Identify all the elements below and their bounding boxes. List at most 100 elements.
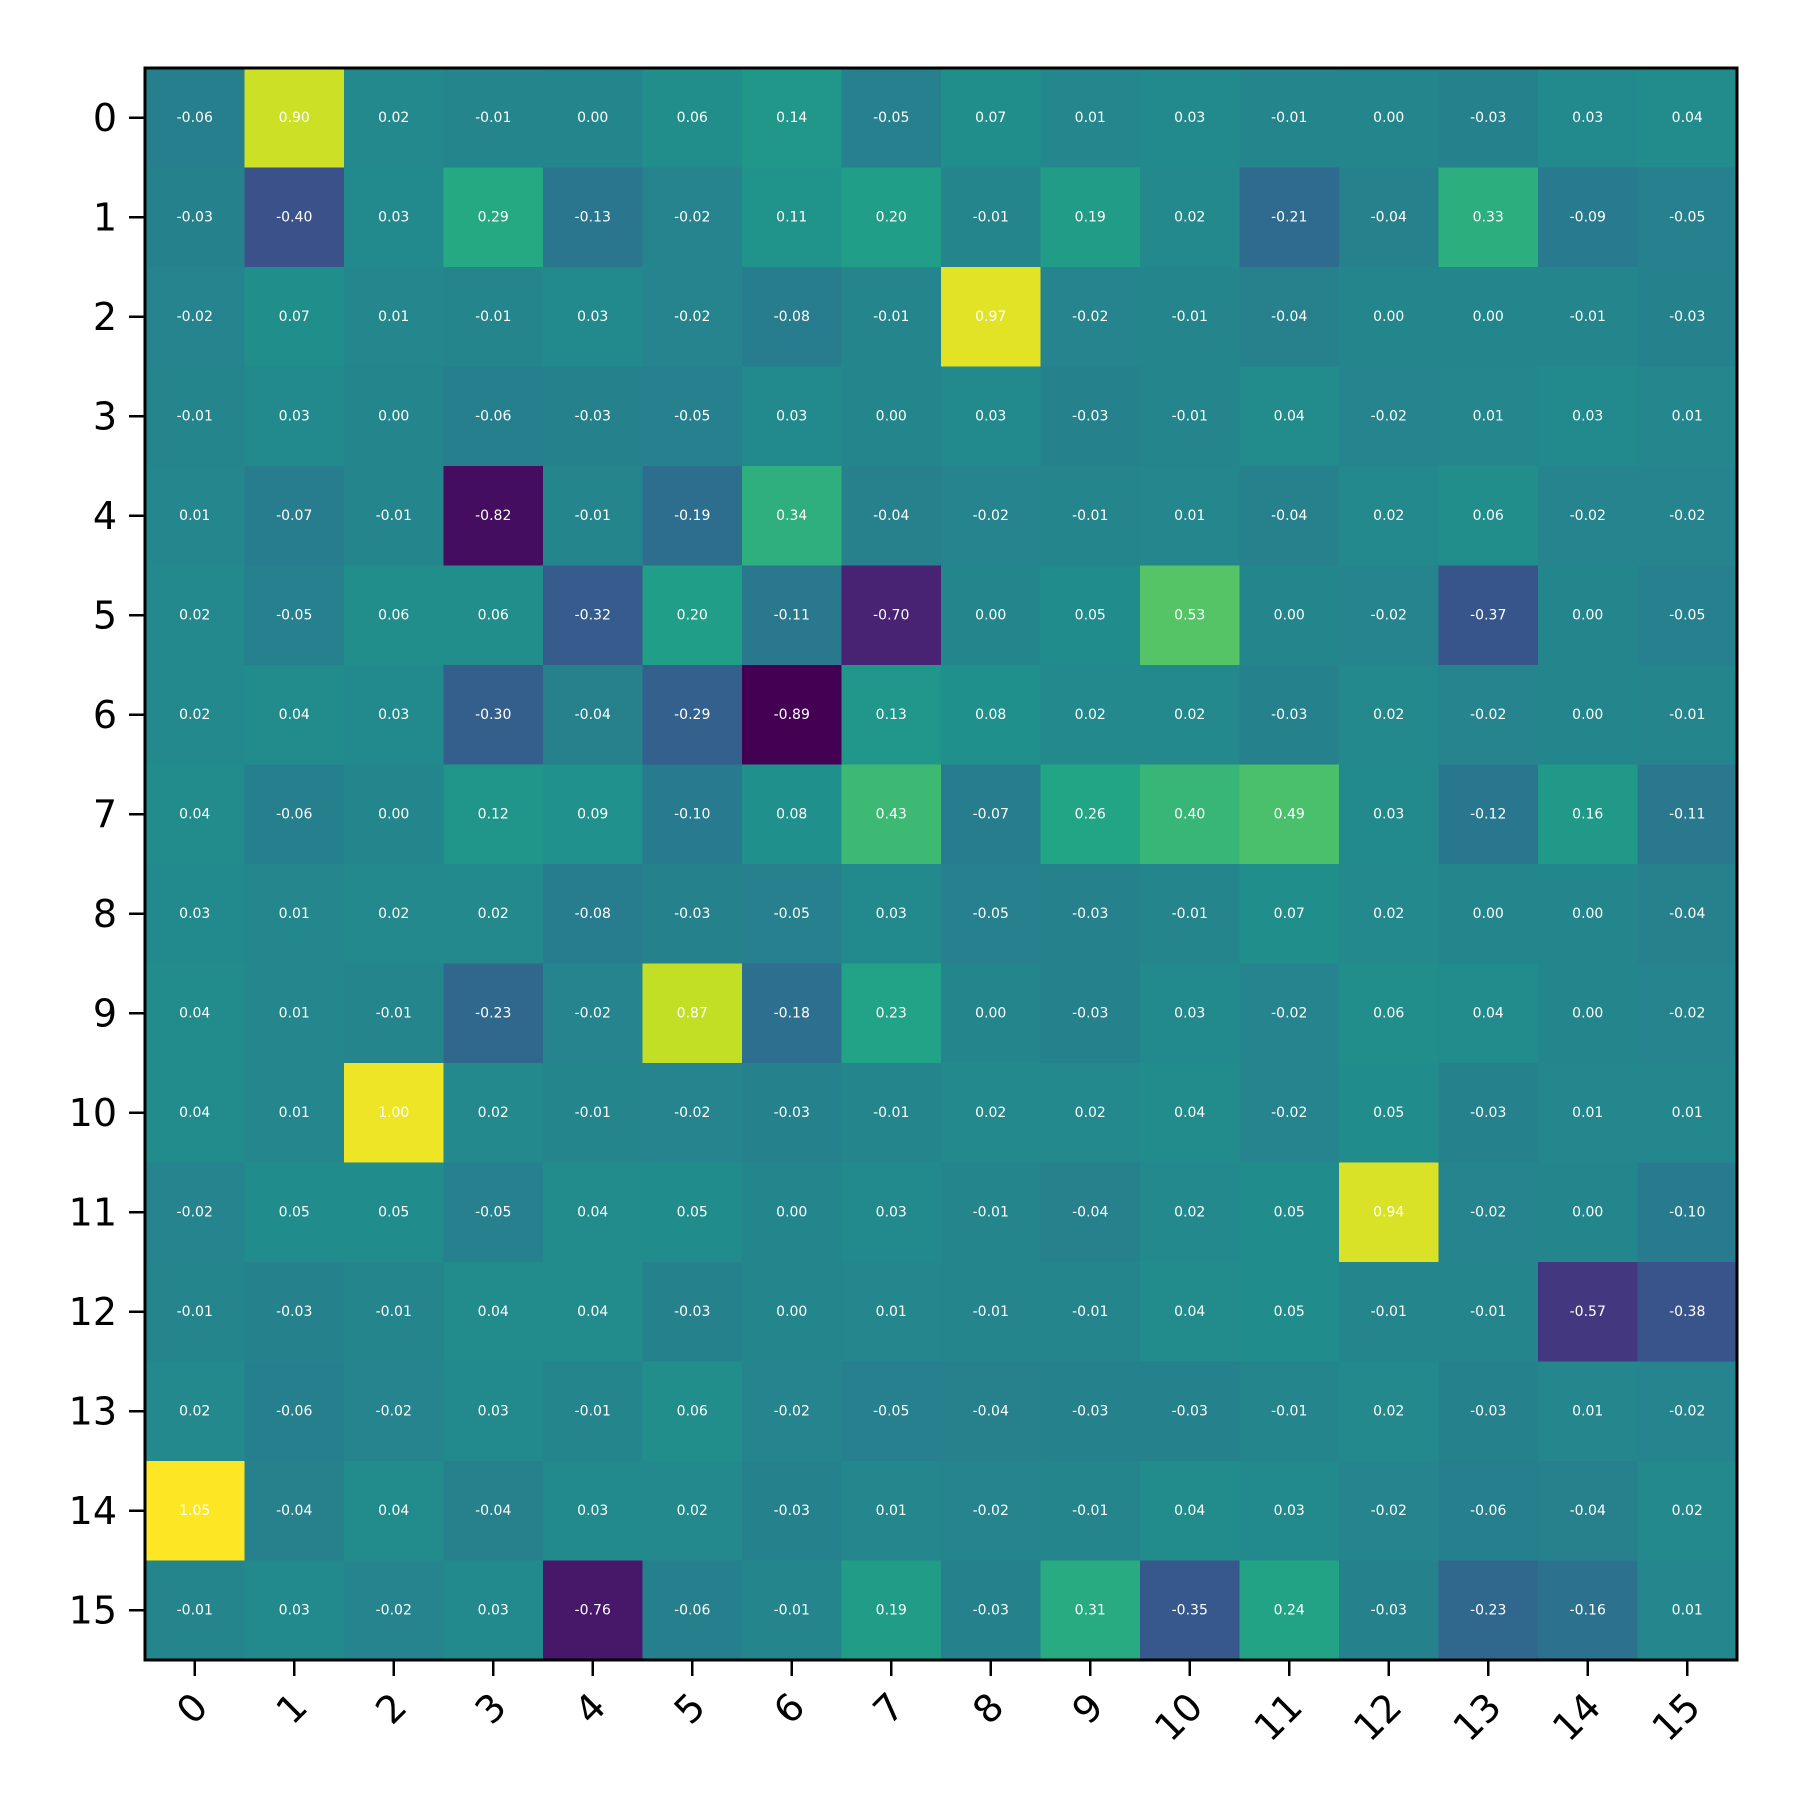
cell-value-label: -0.02 (1271, 1105, 1307, 1121)
heatmap-cell (1239, 1262, 1340, 1362)
heatmap-cell (742, 267, 842, 367)
heatmap-cell (1339, 267, 1439, 367)
heatmap-cell (244, 1560, 345, 1661)
heatmap-cell (543, 366, 643, 467)
cell-value-label: 0.01 (279, 1005, 310, 1021)
heatmap-cell (642, 864, 743, 964)
cell-value-label: -0.01 (575, 1105, 611, 1121)
cell-value-label: 0.00 (975, 607, 1006, 623)
cell-value-label: -0.04 (1271, 508, 1307, 524)
cell-value-label: -0.01 (1271, 110, 1307, 126)
heatmap-cell (145, 466, 245, 566)
cell-value-label: 0.00 (1572, 1005, 1603, 1021)
cell-value-label: 0.09 (577, 806, 608, 822)
cell-value-label: 0.03 (478, 1403, 509, 1419)
heatmap-cell (1040, 167, 1141, 268)
cell-value-label: 0.02 (1373, 508, 1404, 524)
cell-value-label: -0.01 (1172, 408, 1208, 424)
heatmap-cell (1339, 1361, 1439, 1462)
heatmap-cell (1040, 565, 1141, 666)
heatmap-cell (443, 1063, 544, 1163)
heatmap-cell (841, 167, 942, 268)
heatmap-cell (543, 864, 643, 964)
heatmap-cell (1140, 167, 1240, 268)
cell-value-label: -0.35 (1172, 1602, 1208, 1618)
y-tick-label: 2 (93, 295, 117, 339)
heatmap-cell (1637, 1361, 1738, 1462)
x-tick-label: 10 (1146, 1684, 1211, 1749)
heatmap-cell (543, 963, 643, 1064)
cell-value-label: -0.01 (973, 1204, 1009, 1220)
cell-value-label: -0.02 (177, 309, 213, 325)
heatmap-cell (244, 764, 345, 865)
heatmap-cell (1438, 366, 1539, 467)
cell-value-label: -0.03 (1072, 408, 1108, 424)
x-tick-label: 6 (765, 1684, 813, 1732)
cell-value-label: -0.04 (276, 1503, 312, 1519)
heatmap-cell (543, 466, 643, 566)
heatmap-cell (642, 1560, 743, 1661)
cell-value-label: -0.01 (575, 1403, 611, 1419)
cell-value-label: 0.03 (279, 1602, 310, 1618)
cell-value-label: 0.02 (1373, 906, 1404, 922)
cell-value-label: -0.04 (973, 1403, 1009, 1419)
heatmap-cell (244, 466, 345, 566)
cell-value-label: 0.05 (1373, 1105, 1404, 1121)
heatmap-cell (443, 764, 544, 865)
heatmap-cell (1140, 764, 1240, 865)
heatmap-cell (145, 1560, 245, 1661)
heatmap-cell (1339, 167, 1439, 268)
cell-value-label: -0.02 (774, 1403, 810, 1419)
heatmap-cell (742, 565, 842, 666)
cell-value-label: 0.04 (279, 707, 310, 723)
cell-value-label: -0.01 (475, 309, 511, 325)
heatmap-cell (145, 665, 245, 765)
heatmap-cell (1538, 1063, 1638, 1163)
heatmap-cell (543, 68, 643, 168)
heatmap-cell (145, 963, 245, 1064)
heatmap-cell (742, 1560, 842, 1661)
cell-value-label: -0.02 (1570, 508, 1606, 524)
heatmap-cell (941, 1063, 1041, 1163)
heatmap-cell (1637, 1262, 1738, 1362)
heatmap-cell (443, 1461, 544, 1561)
heatmap-cell (244, 963, 345, 1064)
cell-value-label: -0.05 (873, 110, 909, 126)
heatmap-cell (145, 565, 245, 666)
cell-value-label: -0.03 (1470, 110, 1506, 126)
cell-value-label: 0.00 (1373, 110, 1404, 126)
cell-value-label: 0.04 (179, 806, 210, 822)
heatmap-cell (344, 864, 444, 964)
cell-value-label: 0.03 (478, 1602, 509, 1618)
cell-value-label: -0.19 (674, 508, 710, 524)
heatmap-cell (642, 1461, 743, 1561)
heatmap-cell (543, 1461, 643, 1561)
cell-value-label: -0.04 (1271, 309, 1307, 325)
cell-value-label: 0.06 (378, 607, 409, 623)
cell-value-label: -0.82 (475, 508, 511, 524)
cell-value-label: 0.01 (1672, 1602, 1703, 1618)
cell-value-label: 0.06 (677, 110, 708, 126)
y-tick-label: 4 (93, 494, 117, 538)
cell-value-label: -0.03 (276, 1304, 312, 1320)
heatmap-cell (941, 1461, 1041, 1561)
cell-value-label: -0.01 (1371, 1304, 1407, 1320)
cell-value-label: 0.00 (378, 806, 409, 822)
cell-value-label: -0.02 (177, 1204, 213, 1220)
cell-value-label: -0.01 (973, 1304, 1009, 1320)
heatmap-cell (344, 764, 444, 865)
heatmap-cell (1040, 366, 1141, 467)
heatmap-cell (1438, 1560, 1539, 1661)
heatmap-cell (1239, 1063, 1340, 1163)
x-tick-label: 2 (367, 1684, 415, 1732)
heatmap-cell (1140, 68, 1240, 168)
heatmap-cell (1339, 665, 1439, 765)
heatmap-cell (742, 1361, 842, 1462)
heatmap-cell (742, 1262, 842, 1362)
cell-value-label: 0.02 (179, 1403, 210, 1419)
heatmap-cell (742, 1162, 842, 1263)
cell-value-label: -0.01 (1271, 1403, 1307, 1419)
cell-value-label: -0.01 (1570, 309, 1606, 325)
heatmap-cell (443, 366, 544, 467)
